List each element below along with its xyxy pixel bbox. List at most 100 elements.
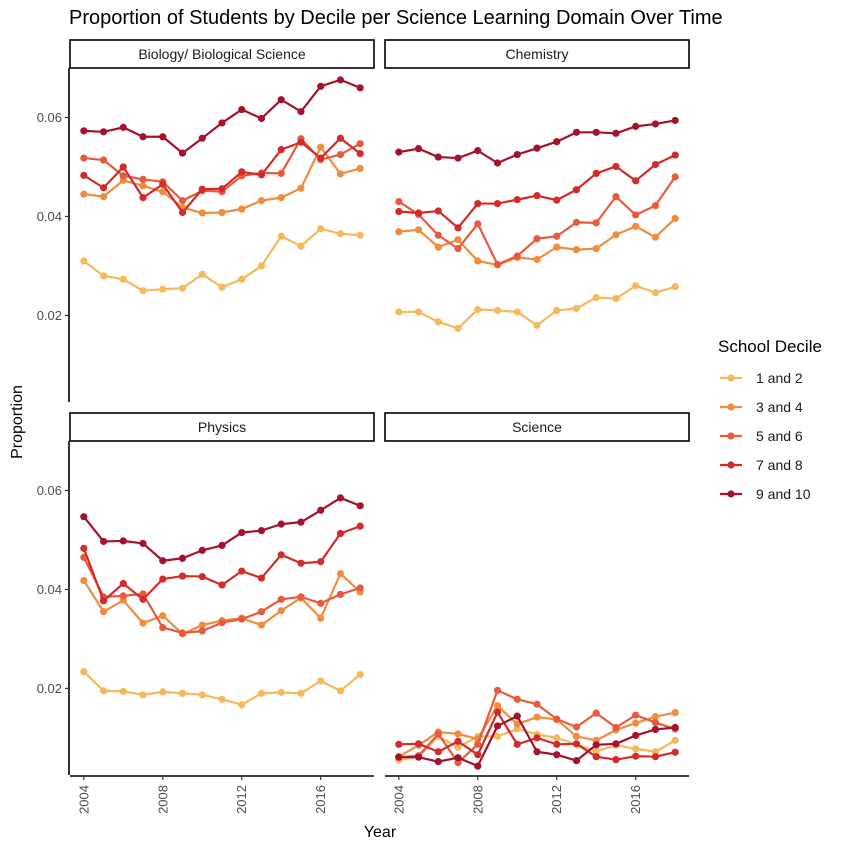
data-point bbox=[238, 275, 246, 283]
legend: School Decile 1 and 2 3 and 4 5 and 6 7 and… bbox=[718, 337, 822, 502]
data-point bbox=[671, 283, 679, 291]
data-point bbox=[297, 559, 305, 567]
data-point bbox=[395, 740, 403, 748]
data-point bbox=[493, 260, 502, 269]
data-point bbox=[414, 226, 423, 234]
data-point bbox=[592, 245, 600, 253]
data-point bbox=[218, 283, 226, 291]
data-point bbox=[553, 138, 561, 146]
legend-item-1-and-2: 1 and 2 bbox=[720, 370, 803, 386]
data-point bbox=[612, 756, 620, 764]
legend-key-point bbox=[727, 403, 735, 411]
data-point bbox=[356, 584, 364, 592]
data-point bbox=[317, 506, 325, 514]
data-point bbox=[139, 590, 147, 598]
data-point bbox=[533, 734, 541, 742]
data-point bbox=[218, 541, 226, 550]
x-tick-label: 2012 bbox=[549, 785, 564, 814]
data-point bbox=[119, 579, 127, 588]
data-point bbox=[257, 197, 266, 205]
data-point bbox=[474, 220, 482, 228]
data-point bbox=[159, 612, 167, 620]
data-point bbox=[592, 169, 600, 177]
data-point bbox=[671, 748, 679, 756]
data-point bbox=[218, 208, 226, 217]
data-point bbox=[454, 245, 462, 253]
data-point bbox=[80, 171, 88, 179]
y-tick-label: 0.06 bbox=[37, 483, 62, 498]
data-point bbox=[80, 513, 88, 521]
data-point bbox=[198, 134, 206, 142]
data-point bbox=[178, 208, 187, 217]
series-5-and-6 bbox=[395, 173, 679, 269]
data-point bbox=[493, 722, 502, 730]
data-point bbox=[297, 107, 305, 116]
data-point bbox=[592, 753, 600, 761]
data-point bbox=[297, 518, 305, 526]
y-tick-label: 0.02 bbox=[37, 308, 62, 323]
data-point bbox=[513, 740, 521, 748]
data-point bbox=[277, 595, 285, 603]
data-point bbox=[513, 695, 521, 703]
data-point bbox=[592, 219, 600, 227]
data-point bbox=[474, 305, 482, 314]
data-point bbox=[612, 723, 620, 732]
data-point bbox=[356, 502, 364, 510]
facet-strip-physics bbox=[69, 412, 375, 442]
data-point bbox=[99, 184, 108, 192]
data-point bbox=[671, 709, 679, 717]
data-point bbox=[99, 128, 108, 136]
series-7-and-8 bbox=[80, 134, 364, 217]
data-point bbox=[119, 163, 127, 171]
data-point bbox=[336, 494, 345, 502]
facet-strip-science bbox=[384, 412, 690, 442]
data-point bbox=[99, 156, 108, 164]
data-point bbox=[651, 713, 660, 721]
data-point bbox=[336, 570, 345, 578]
data-point bbox=[533, 192, 541, 200]
data-point bbox=[612, 129, 620, 137]
data-point bbox=[356, 670, 364, 679]
data-point bbox=[493, 702, 502, 710]
data-point bbox=[218, 119, 226, 127]
data-point bbox=[671, 736, 679, 744]
data-point bbox=[414, 308, 423, 316]
data-point bbox=[671, 151, 679, 159]
data-point bbox=[592, 128, 600, 136]
legend-label: 7 and 8 bbox=[756, 457, 803, 473]
data-point bbox=[572, 723, 581, 731]
data-point bbox=[533, 700, 541, 708]
data-point bbox=[139, 691, 147, 699]
data-point bbox=[612, 294, 620, 303]
series-line-9-and-10 bbox=[83, 78, 361, 155]
data-point bbox=[395, 198, 403, 206]
data-point bbox=[493, 306, 502, 315]
data-point bbox=[454, 236, 462, 244]
data-point bbox=[99, 272, 108, 280]
data-point bbox=[356, 231, 364, 239]
data-point bbox=[99, 608, 108, 616]
series-3-and-4 bbox=[80, 143, 364, 217]
x-axis-label: Year bbox=[364, 824, 397, 841]
data-point bbox=[651, 753, 660, 761]
data-point bbox=[257, 526, 266, 535]
data-point bbox=[632, 211, 640, 219]
series-line-5-and-6 bbox=[398, 176, 677, 266]
data-point bbox=[553, 232, 561, 240]
series-7-and-8 bbox=[80, 522, 364, 605]
data-point bbox=[178, 629, 187, 637]
y-tick-label: 0.02 bbox=[37, 681, 62, 696]
data-point bbox=[159, 180, 167, 188]
data-point bbox=[454, 754, 462, 762]
data-point bbox=[198, 691, 206, 699]
series-9-and-10 bbox=[80, 76, 364, 157]
data-point bbox=[592, 741, 600, 749]
data-point bbox=[553, 740, 561, 748]
data-point bbox=[474, 751, 482, 759]
data-point bbox=[513, 308, 521, 316]
data-point bbox=[632, 719, 640, 727]
data-point bbox=[553, 751, 561, 759]
data-point bbox=[198, 627, 206, 635]
facet-strip-label: Chemistry bbox=[505, 46, 568, 62]
